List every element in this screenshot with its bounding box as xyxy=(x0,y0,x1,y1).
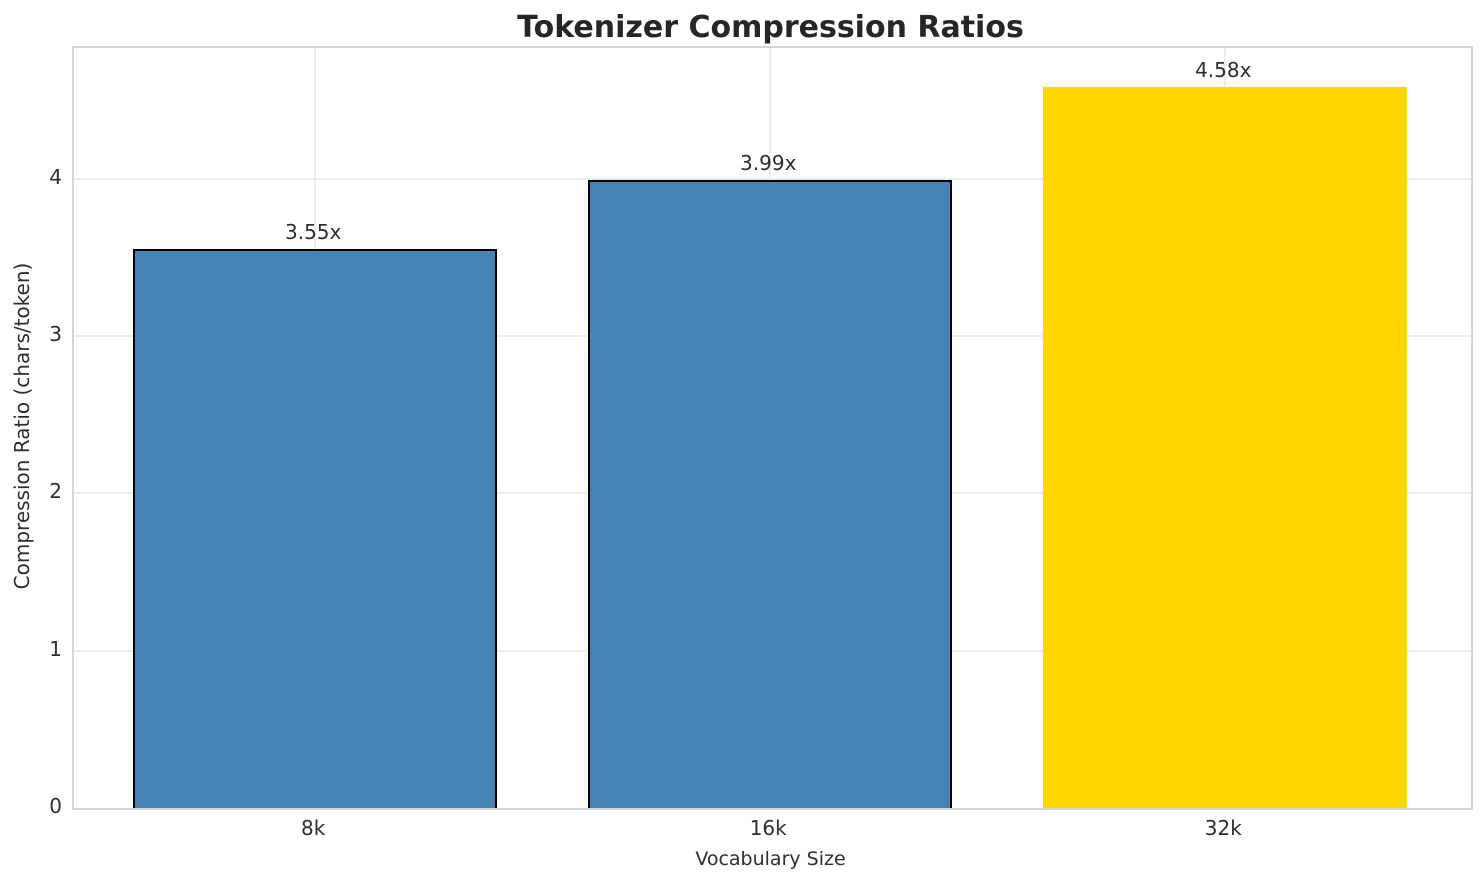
y-tick-label: 4 xyxy=(49,164,62,189)
bar-32k xyxy=(1043,87,1408,808)
y-axis-label: Compression Ratio (chars/token) xyxy=(10,262,34,590)
bar-value-label: 3.99x xyxy=(740,151,797,176)
plot-area xyxy=(72,46,1473,810)
x-axis-label: Vocabulary Size xyxy=(695,848,846,870)
x-tick-label: 16k xyxy=(749,816,787,840)
chart-title: Tokenizer Compression Ratios xyxy=(517,10,1024,45)
bar-value-label: 4.58x xyxy=(1195,58,1252,83)
x-tick-label: 32k xyxy=(1204,816,1242,840)
y-tick-label: 2 xyxy=(49,479,62,504)
y-tick-label: 3 xyxy=(49,321,62,346)
y-tick-label: 1 xyxy=(49,636,62,661)
bar-value-label: 3.55x xyxy=(284,220,342,245)
horizontal-gridline xyxy=(74,177,1471,180)
x-tick-label: 8k xyxy=(301,816,326,840)
y-tick-label: 0 xyxy=(49,794,62,818)
bar-16k xyxy=(588,180,953,808)
bar-8k xyxy=(133,249,498,808)
